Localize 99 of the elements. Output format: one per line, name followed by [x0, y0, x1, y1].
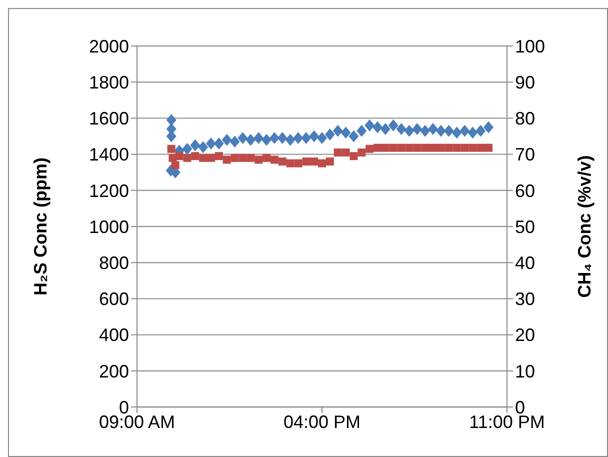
point: [444, 144, 453, 152]
point: [381, 144, 390, 152]
point: [167, 144, 176, 153]
point: [405, 144, 414, 152]
point: [332, 124, 343, 137]
y2-tick-label: 20: [515, 325, 536, 346]
point: [404, 124, 414, 137]
y-tick-label: 2000: [88, 36, 129, 56]
point: [171, 161, 180, 170]
point: [452, 126, 462, 139]
point: [230, 154, 239, 162]
point: [214, 152, 223, 160]
point: [340, 126, 351, 139]
point: [238, 132, 248, 144]
point: [476, 124, 486, 137]
point: [254, 132, 264, 144]
point: [206, 137, 216, 150]
point: [175, 152, 184, 160]
point: [350, 152, 358, 160]
point: [301, 132, 312, 144]
point: [246, 134, 256, 146]
point: [372, 121, 382, 134]
y-tick-label: 1200: [88, 180, 129, 201]
point: [278, 158, 286, 166]
y2-tick-label: 80: [515, 108, 536, 129]
point: [468, 126, 478, 139]
y2-tick-label: 70: [515, 144, 536, 165]
point: [246, 154, 255, 162]
point: [356, 124, 367, 137]
point: [222, 156, 231, 164]
point: [452, 144, 461, 152]
point: [190, 139, 200, 152]
y-tick-label: 600: [98, 289, 129, 310]
point: [334, 148, 342, 156]
point: [294, 159, 302, 168]
point: [191, 152, 200, 160]
point: [310, 158, 318, 166]
point: [293, 132, 304, 144]
point: [198, 141, 208, 154]
point: [412, 123, 422, 136]
point: [364, 119, 375, 132]
point: [396, 123, 406, 136]
y2-tick-label: 60: [515, 180, 536, 201]
y-tick-label: 1400: [88, 144, 129, 165]
point: [222, 134, 232, 146]
point: [413, 144, 422, 152]
point: [420, 124, 430, 137]
point: [285, 134, 296, 146]
point: [476, 144, 485, 152]
y-axis-title: H₂S Conc (ppm): [30, 158, 50, 296]
point: [436, 144, 445, 152]
point: [484, 121, 494, 134]
y-tick-label: 1600: [88, 108, 129, 129]
y2-tick-label: 100: [515, 36, 546, 56]
point: [460, 144, 469, 152]
point: [388, 119, 398, 132]
y-tick-label: 800: [98, 252, 129, 273]
point: [214, 137, 224, 150]
point: [262, 134, 272, 146]
point: [326, 158, 334, 166]
point: [182, 142, 192, 155]
point: [309, 130, 320, 142]
point: [436, 124, 446, 137]
point: [183, 154, 192, 162]
point: [269, 132, 280, 144]
point: [366, 144, 374, 153]
y-tick-label: 400: [98, 325, 129, 346]
point: [238, 154, 247, 162]
y2-tick-label: 90: [515, 72, 536, 92]
point: [468, 144, 477, 152]
y2-axis-title: CH₄ Conc (%v/v): [574, 155, 594, 298]
y-tick-label: 1800: [88, 72, 129, 92]
point: [428, 123, 438, 136]
point: [230, 136, 240, 148]
y2-tick-label: 40: [515, 252, 536, 273]
y2-tick-label: 10: [515, 361, 536, 382]
point: [380, 123, 390, 136]
point: [358, 148, 366, 156]
point: [324, 128, 335, 140]
point: [389, 144, 398, 152]
y-tick-label: 200: [98, 361, 129, 382]
point: [421, 144, 430, 152]
point: [277, 132, 288, 144]
point: [444, 124, 454, 137]
point: [270, 156, 278, 164]
point: [286, 159, 294, 168]
point: [317, 132, 327, 144]
point: [484, 144, 492, 152]
point: [254, 156, 263, 164]
point: [199, 154, 208, 162]
point: [460, 124, 470, 137]
point: [348, 130, 359, 142]
point: [302, 158, 310, 166]
y-tick-label: 1000: [88, 216, 129, 237]
point: [397, 144, 406, 152]
x-tick-label: 04:00 PM: [283, 412, 361, 432]
y2-tick-label: 30: [515, 289, 536, 310]
y2-tick-label: 50: [515, 216, 536, 237]
point: [342, 148, 350, 156]
